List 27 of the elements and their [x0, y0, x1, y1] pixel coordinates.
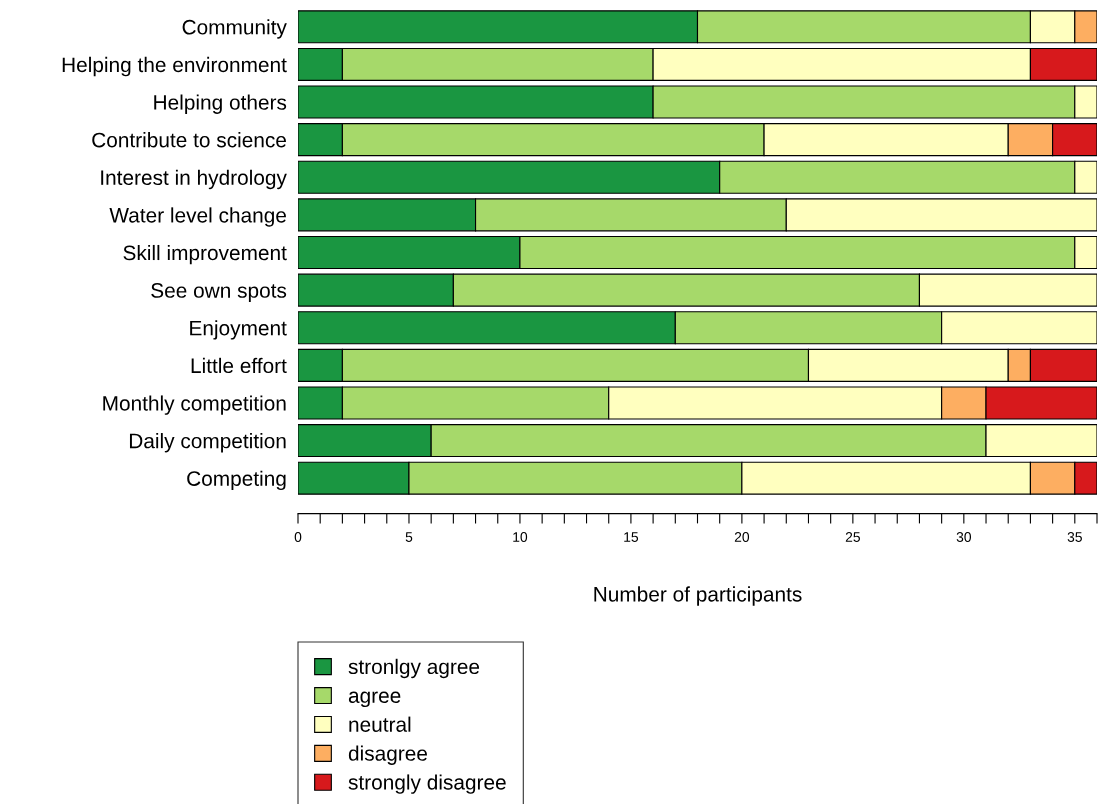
y-tick-label: Water level change: [109, 207, 286, 227]
y-tick-label: See own spots: [151, 283, 287, 302]
y-tick-label: Contribute to science: [92, 132, 286, 148]
legend-label: agree: [348, 691, 401, 708]
y-tick-label: Community: [182, 19, 287, 39]
y-tick-label: Enjoyment: [190, 320, 287, 340]
x-tick-label: 30: [956, 532, 972, 542]
x-tick-label: 25: [845, 532, 860, 542]
y-tick-label: Helping others: [154, 94, 287, 114]
x-tick-label: 0: [294, 532, 302, 542]
y-tick-label: Skill improvement: [123, 244, 287, 265]
legend-label: stronlgy agree: [348, 658, 480, 679]
y-tick-label: Daily competition: [129, 433, 286, 453]
x-tick-label: 35: [1067, 532, 1082, 542]
x-tick-label: 20: [734, 532, 750, 542]
y-tick-label: Little effort: [191, 357, 287, 374]
x-tick-label: 5: [405, 532, 413, 542]
y-tick-label: Interest in hydrology: [101, 169, 287, 190]
y-tick-label: Competing: [187, 470, 286, 491]
x-axis-title: Number of participants: [594, 586, 802, 606]
x-tick-label: 10: [513, 532, 528, 542]
y-tick-label: Helping the environment: [62, 56, 287, 77]
x-tick-label: 15: [624, 532, 639, 542]
y-tick-label: Monthly competition: [103, 395, 286, 415]
legend-label: disagree: [348, 745, 427, 765]
legend-label: strongly disagree: [348, 774, 506, 794]
legend-label: neutral: [349, 716, 411, 732]
